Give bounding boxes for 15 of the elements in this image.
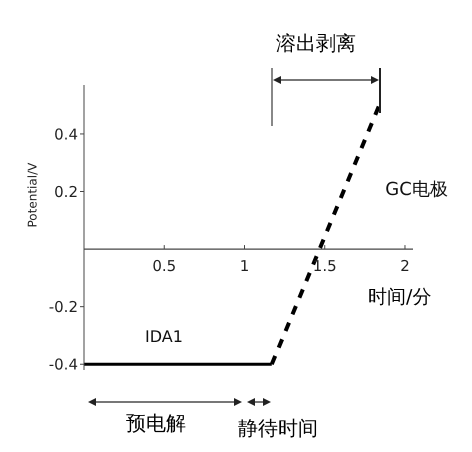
y-tick-label: -0.4 bbox=[48, 356, 78, 374]
y-tick-label: 0.2 bbox=[54, 182, 78, 201]
x-tick-label: 2 bbox=[400, 257, 410, 276]
text: 溶出剥离 bbox=[276, 30, 356, 57]
y-tick-label: 0.4 bbox=[54, 125, 78, 144]
text: 预电解 bbox=[126, 410, 186, 437]
x-tick-label: 0.5 bbox=[152, 257, 176, 276]
x-axis-title: 时间/分 bbox=[368, 285, 432, 310]
text: 静待时间 bbox=[238, 415, 318, 442]
x-tick-label: 1.5 bbox=[312, 257, 337, 276]
y-tick-label: -0.2 bbox=[48, 298, 78, 316]
series-label: GC电极 bbox=[385, 179, 448, 200]
series-label: IDA1 bbox=[145, 327, 183, 346]
y-axis-title: Potential/V bbox=[25, 162, 40, 228]
x-tick-label: 1 bbox=[240, 257, 250, 276]
